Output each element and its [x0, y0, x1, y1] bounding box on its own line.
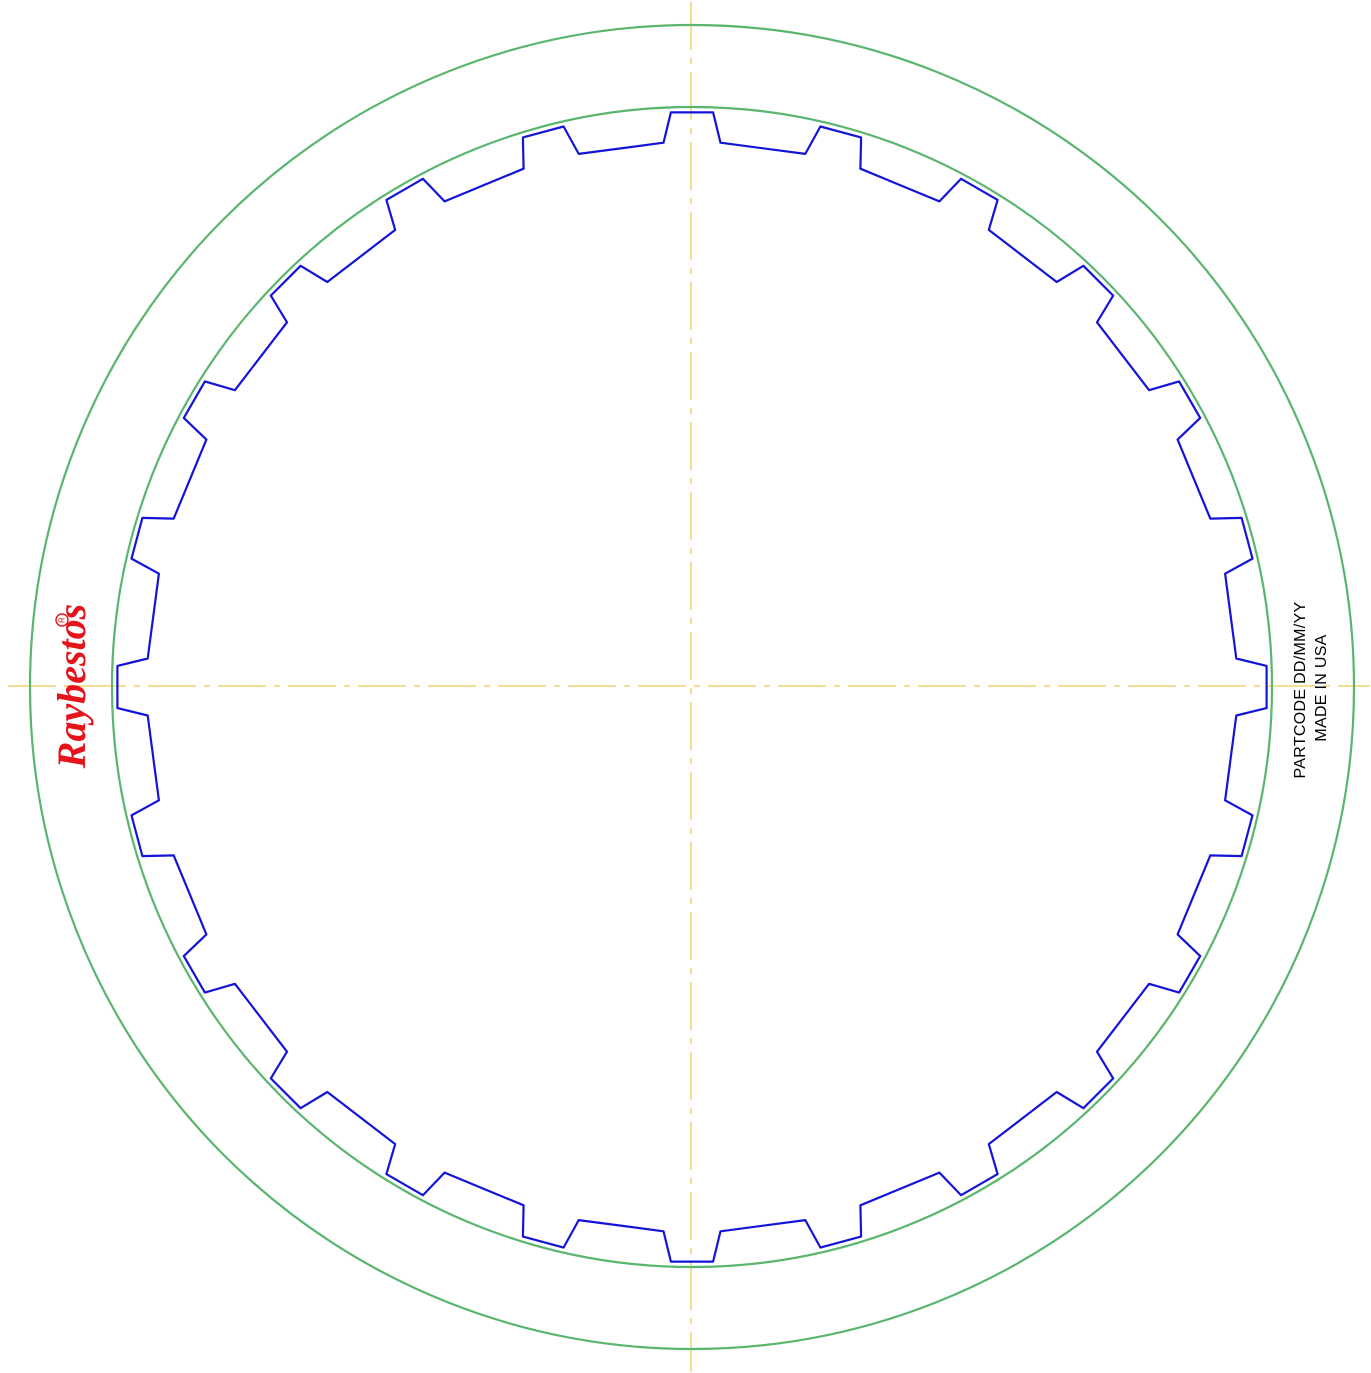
internal-spline-profile [116, 111, 1268, 1263]
logo-wordmark: Raybestos [49, 604, 94, 769]
made-in-usa-text: MADE IN USA [1313, 634, 1330, 741]
friction-inner-ring [110, 105, 1274, 1269]
registered-mark-icon [55, 613, 69, 627]
partcode-text: PARTCODE DD/MM/YY [1292, 601, 1309, 778]
raybestos-logo-icon: Raybestos R [49, 604, 94, 769]
outer-diameter-ring [28, 23, 1356, 1351]
registered-mark-letter: R [58, 617, 67, 623]
